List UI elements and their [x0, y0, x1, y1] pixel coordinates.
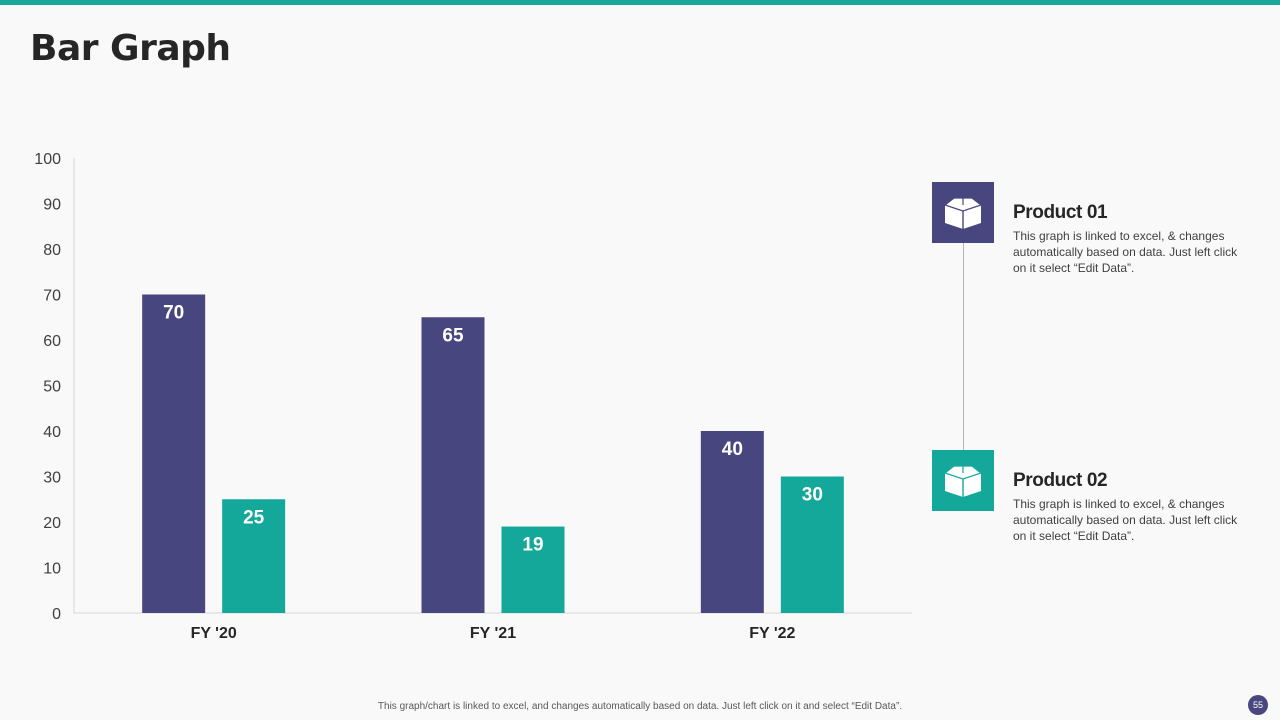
page-title: Bar Graph [30, 28, 231, 69]
y-tick-label: 30 [43, 470, 61, 487]
y-tick-label: 10 [43, 561, 61, 578]
legend-label: Product 02 [1013, 470, 1108, 491]
y-tick-label: 80 [43, 242, 61, 259]
legend-item-product-02: Product 02 This graph is linked to excel… [1013, 470, 1253, 544]
bar [780, 476, 844, 613]
y-tick-label: 20 [43, 515, 61, 532]
y-tick-label: 70 [43, 288, 61, 305]
bar [142, 294, 206, 613]
y-tick-label: 0 [52, 606, 61, 623]
y-tick-label: 50 [43, 379, 61, 396]
legend-swatch-product-02 [932, 450, 994, 511]
page-number-badge: 55 [1248, 695, 1268, 715]
legend-connector-line [963, 243, 964, 450]
x-tick-label: FY '22 [749, 625, 795, 642]
x-tick-label: FY '21 [470, 625, 516, 642]
data-label: 30 [802, 485, 823, 506]
y-tick-label: 60 [43, 333, 61, 350]
legend-description: This graph is linked to excel, & changes… [1013, 229, 1238, 275]
footer-note: This graph/chart is linked to excel, and… [377, 701, 903, 712]
legend-label: Product 01 [1013, 202, 1108, 223]
data-label: 70 [163, 303, 184, 324]
legend-item-product-01: Product 01 This graph is linked to excel… [1013, 202, 1253, 276]
bar [700, 431, 764, 613]
top-accent-bar [0, 0, 1280, 5]
data-label: 25 [243, 507, 265, 528]
legend-swatch-product-01 [932, 182, 994, 243]
box-icon [943, 196, 983, 229]
data-label: 19 [522, 535, 543, 556]
data-label: 65 [442, 325, 464, 346]
y-tick-label: 90 [43, 197, 61, 214]
data-label: 40 [722, 439, 743, 460]
bar [421, 317, 485, 613]
y-tick-label: 40 [43, 424, 61, 441]
box-icon [943, 464, 983, 497]
legend-description: This graph is linked to excel, & changes… [1013, 497, 1238, 543]
bar [501, 526, 565, 613]
bar [222, 499, 286, 613]
y-tick-label: 100 [34, 151, 61, 168]
x-tick-label: FY '20 [191, 625, 237, 642]
